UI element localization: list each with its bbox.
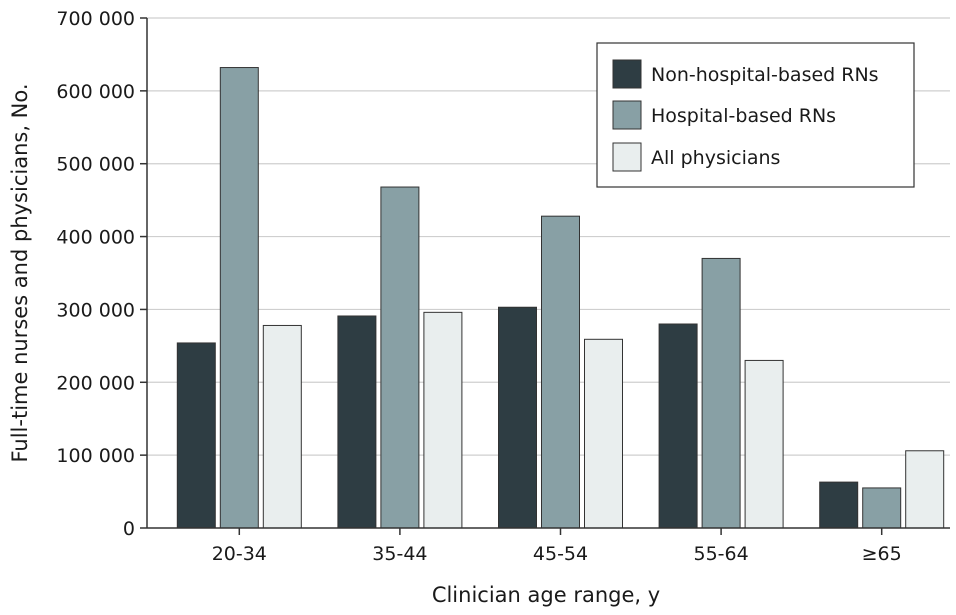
bar-hospital-rns: [541, 215, 580, 529]
bar-hospital-rns: [380, 186, 420, 529]
axes: [146, 18, 950, 529]
bars: [176, 67, 945, 529]
x-tick-label: 35-44: [372, 543, 427, 565]
x-tick-label: 55-64: [693, 543, 748, 565]
bar-non-hospital-rns: [498, 306, 537, 529]
x-tick-label: ≥65: [862, 543, 902, 565]
bar-all-physicians: [584, 338, 623, 529]
legend-swatch-hospital-rns: [612, 100, 642, 130]
legend-swatch-non-hospital-rns: [612, 59, 642, 89]
bar-all-physicians: [744, 359, 784, 529]
bar-all-physicians: [262, 324, 302, 529]
bar-non-hospital-rns: [337, 315, 377, 529]
bar-hospital-rns: [701, 257, 741, 529]
x-ticks: 20-34 35-44 45-54 55-64 ≥65: [212, 528, 902, 565]
x-axis-title: Clinician age range, y: [432, 583, 660, 607]
legend-label-all-physicians: All physicians: [651, 147, 780, 169]
legend-box: [596, 42, 915, 188]
y-tick-label: 400 000: [56, 227, 135, 249]
bar-hospital-rns: [219, 67, 259, 529]
y-tick-label: 600 000: [56, 81, 135, 103]
legend-label-hospital-rns: Hospital-based RNs: [651, 105, 836, 127]
y-tick-label: 200 000: [56, 372, 135, 394]
y-tick-label: 700 000: [56, 8, 135, 30]
bar-non-hospital-rns: [658, 323, 698, 529]
legend-swatch-all-physicians: [612, 142, 642, 172]
y-tick-label: 100 000: [56, 445, 135, 467]
bar-all-physicians: [423, 311, 463, 529]
legend: Non-hospital-based RNs Hospital-based RN…: [596, 42, 915, 188]
y-tick-label: 500 000: [56, 154, 135, 176]
legend-label-non-hospital-rns: Non-hospital-based RNs: [651, 64, 879, 86]
y-tick-label: 300 000: [56, 299, 135, 321]
y-ticks: 0 100 000 200 000 300 000 400 000 500 000 600 …: [56, 8, 147, 540]
bar-non-hospital-rns: [176, 342, 216, 529]
bar-hospital-rns: [862, 487, 902, 529]
x-tick-label: 45-54: [533, 543, 588, 565]
y-axis-title: Full-time nurses and physicians, No.: [8, 83, 32, 462]
bar-all-physicians: [905, 450, 945, 529]
y-tick-label: 0: [123, 518, 135, 540]
bar-non-hospital-rns: [819, 481, 859, 529]
x-tick-label: 20-34: [212, 543, 267, 565]
